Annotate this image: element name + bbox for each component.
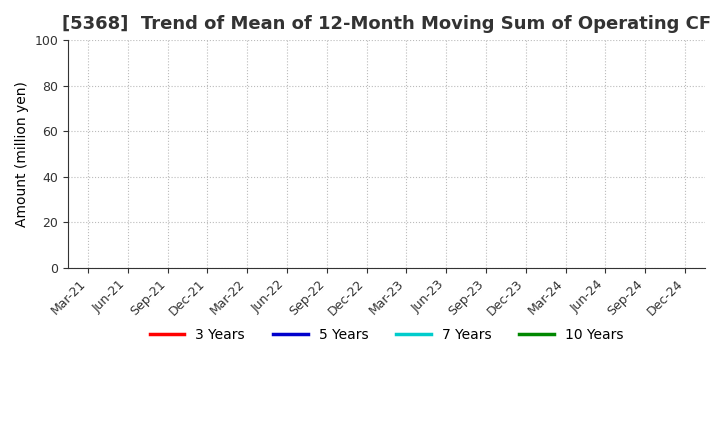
Legend: 3 Years, 5 Years, 7 Years, 10 Years: 3 Years, 5 Years, 7 Years, 10 Years: [144, 323, 629, 348]
Title: [5368]  Trend of Mean of 12-Month Moving Sum of Operating CF: [5368] Trend of Mean of 12-Month Moving …: [62, 15, 711, 33]
Y-axis label: Amount (million yen): Amount (million yen): [15, 81, 29, 227]
